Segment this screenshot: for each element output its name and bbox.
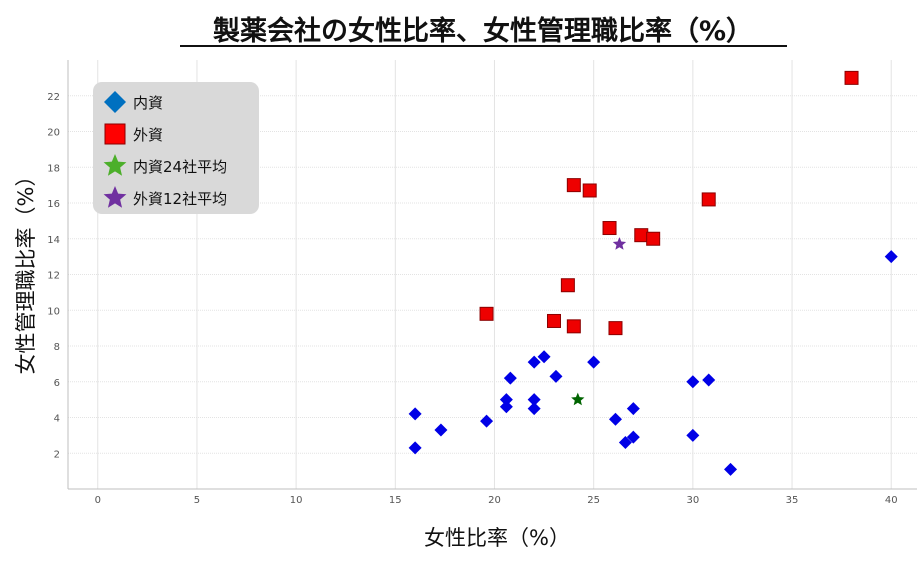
tick-labels: 0 5 10 15 20 25 30 35 40 2 4 6 8 10 12 14 16 18 20 22 bbox=[47, 92, 897, 506]
y-axis-label: 女性管理職比率（%） bbox=[14, 166, 38, 375]
x-tick-label: 15 bbox=[389, 495, 402, 506]
data-point-diamond bbox=[626, 430, 640, 444]
data-point-diamond bbox=[618, 436, 632, 450]
data-points bbox=[408, 70, 898, 476]
x-tick-label: 25 bbox=[587, 495, 600, 506]
data-point-star bbox=[612, 237, 627, 250]
series-2 bbox=[479, 70, 859, 336]
x-tick-label: 40 bbox=[885, 495, 898, 506]
grid bbox=[68, 60, 917, 489]
data-point-diamond bbox=[527, 355, 541, 369]
legend-label: 内資24社平均 bbox=[133, 158, 227, 176]
data-point-diamond bbox=[527, 402, 541, 416]
y-tick-label: 18 bbox=[47, 163, 60, 174]
x-tick-label: 30 bbox=[686, 495, 699, 506]
data-point-diamond bbox=[537, 350, 551, 364]
data-point-square bbox=[566, 319, 581, 334]
series-3 bbox=[571, 392, 585, 406]
data-point-diamond bbox=[499, 393, 513, 407]
data-point-diamond bbox=[503, 371, 517, 385]
axes bbox=[67, 60, 917, 490]
y-tick-label: 12 bbox=[47, 271, 60, 282]
y-tick-label: 22 bbox=[47, 92, 60, 103]
x-tick-label: 20 bbox=[488, 495, 501, 506]
legend-label: 外資 bbox=[133, 126, 163, 144]
data-point-square bbox=[546, 313, 561, 328]
legend-marker-square bbox=[104, 123, 126, 145]
x-tick-label: 35 bbox=[786, 495, 799, 506]
data-point-square bbox=[566, 178, 581, 193]
data-point-diamond bbox=[527, 393, 541, 407]
x-tick-label: 5 bbox=[194, 495, 200, 506]
x-tick-label: 10 bbox=[290, 495, 303, 506]
data-point-square bbox=[608, 321, 623, 336]
y-tick-label: 16 bbox=[47, 199, 60, 210]
y-tick-label: 8 bbox=[54, 342, 60, 353]
data-point-diamond bbox=[499, 400, 513, 414]
data-point-diamond bbox=[549, 369, 563, 383]
data-point-square bbox=[701, 192, 716, 207]
data-point-diamond bbox=[686, 375, 700, 389]
data-point-diamond bbox=[626, 402, 640, 416]
legend-marker-star bbox=[103, 186, 127, 208]
y-tick-label: 6 bbox=[54, 378, 60, 389]
legend-marker-diamond bbox=[104, 91, 126, 113]
data-point-square bbox=[560, 278, 575, 293]
chart-title: 製薬会社の女性比率、女性管理職比率（%） bbox=[213, 15, 753, 47]
y-tick-label: 4 bbox=[54, 414, 60, 425]
data-point-star bbox=[571, 392, 585, 406]
data-point-diamond bbox=[884, 250, 898, 264]
data-point-diamond bbox=[702, 373, 716, 387]
y-tick-label: 20 bbox=[47, 128, 60, 139]
data-point-square bbox=[602, 221, 617, 236]
legend-label: 内資 bbox=[133, 94, 163, 112]
data-point-diamond bbox=[434, 423, 448, 437]
data-point-diamond bbox=[686, 428, 700, 442]
data-point-square bbox=[844, 70, 859, 85]
data-point-square bbox=[646, 231, 661, 246]
data-point-diamond bbox=[587, 355, 601, 369]
data-point-square bbox=[479, 306, 494, 321]
data-point-square bbox=[634, 228, 649, 243]
data-point-diamond bbox=[724, 462, 738, 476]
legend-marker-star bbox=[103, 154, 127, 176]
data-point-diamond bbox=[480, 414, 494, 428]
data-point-square bbox=[582, 183, 597, 198]
data-point-diamond bbox=[608, 412, 622, 426]
series-1 bbox=[408, 250, 898, 476]
y-tick-label: 2 bbox=[54, 449, 60, 460]
data-point-diamond bbox=[408, 407, 422, 421]
y-tick-label: 14 bbox=[47, 235, 60, 246]
legend-label: 外資12社平均 bbox=[133, 190, 227, 208]
legend-box bbox=[93, 82, 259, 214]
data-point-diamond bbox=[408, 441, 422, 455]
series-4 bbox=[612, 237, 627, 250]
x-tick-label: 0 bbox=[95, 495, 101, 506]
y-tick-label: 10 bbox=[47, 306, 60, 317]
x-axis-label: 女性比率（%） bbox=[424, 526, 570, 550]
